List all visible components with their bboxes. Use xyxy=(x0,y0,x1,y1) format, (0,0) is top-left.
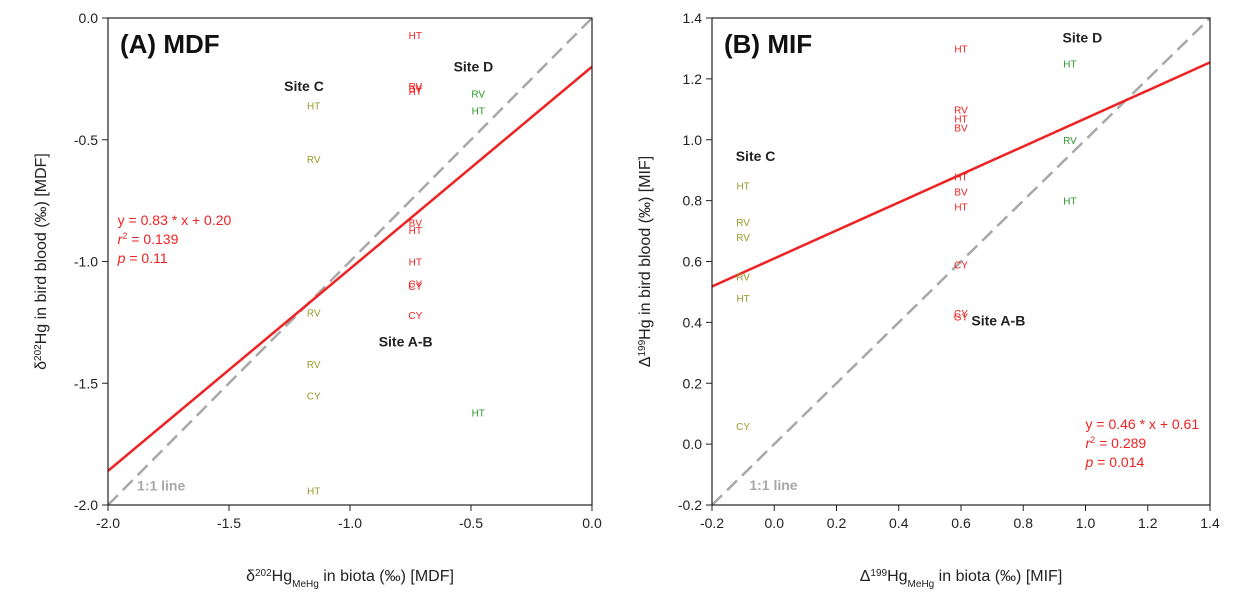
point-site-ab-8: CY xyxy=(954,309,968,320)
fit-equation: y = 0.83 * x + 0.20 xyxy=(118,212,232,228)
point-site-ab-2: HT xyxy=(954,114,967,125)
y-tick-label-8: 1.4 xyxy=(683,10,703,26)
regression-line xyxy=(108,65,592,472)
point-site-c-14: HT xyxy=(736,294,749,305)
point-site-d-18: HT xyxy=(1063,197,1076,208)
x-tick-label-2: -1.0 xyxy=(338,515,362,531)
point-site-d-17: HT xyxy=(472,107,485,118)
x-tick-label-1: 0.0 xyxy=(765,515,785,531)
site-label-0: Site C xyxy=(736,148,776,164)
x-tick-label-6: 1.0 xyxy=(1076,515,1096,531)
point-site-ab-6: HT xyxy=(954,203,967,214)
point-site-c-12: RV xyxy=(736,233,750,244)
point-site-c-13: RV xyxy=(736,273,750,284)
x-tick-label-8: 1.4 xyxy=(1200,515,1220,531)
one-to-one-label: 1:1 line xyxy=(749,477,797,493)
point-site-c-11: RV xyxy=(736,218,750,229)
point-site-ab-1: RV xyxy=(954,105,968,116)
panel-title: (B) MIF xyxy=(724,29,812,59)
y-tick-label-2: 0.2 xyxy=(683,375,703,391)
x-tick-label-1: -1.5 xyxy=(217,515,241,531)
one-to-one-label: 1:1 line xyxy=(137,477,185,493)
fit-equation: y = 0.46 * x + 0.61 xyxy=(1086,416,1200,432)
one-to-one-line xyxy=(108,18,592,505)
point-site-ab-8: CY xyxy=(408,282,422,293)
point-site-d-17: RV xyxy=(1063,136,1077,147)
point-site-ab-9: GY xyxy=(954,312,969,323)
point-site-c-10: HT xyxy=(307,102,320,113)
y-tick-label-1: 0.0 xyxy=(683,436,703,452)
y-tick-label-3: 0.4 xyxy=(683,314,703,330)
point-site-ab-3: BV xyxy=(954,124,968,135)
y-tick-label-0: -0.2 xyxy=(678,497,702,513)
point-site-ab-7: CY xyxy=(954,261,968,272)
fit-p-value: p = 0.11 xyxy=(117,250,168,266)
fit-p-value: p = 0.014 xyxy=(1085,454,1145,470)
x-tick-label-0: -2.0 xyxy=(96,515,120,531)
fit-r-squared: r2 = 0.289 xyxy=(1086,435,1147,451)
point-site-d-16: HT xyxy=(1063,60,1076,71)
y-tick-label-4: 0.0 xyxy=(79,10,99,26)
point-site-c-15: HT xyxy=(307,486,320,497)
point-site-ab-2: BV xyxy=(409,85,423,96)
point-site-ab-9: CY xyxy=(408,311,422,322)
y-tick-label-7: 1.2 xyxy=(683,71,703,87)
fit-r-squared: r2 = 0.139 xyxy=(118,231,179,247)
x-axis-label: Δ199HgMeHg in biota (‰) [MIF] xyxy=(860,568,1063,590)
point-site-ab-5: BV xyxy=(954,187,968,198)
y-tick-label-1: -1.5 xyxy=(74,375,98,391)
point-site-ab-0: HT xyxy=(954,44,967,55)
point-site-ab-7: CY xyxy=(408,279,422,290)
point-site-ab-3: HT xyxy=(409,87,422,98)
point-site-ab-4: HT xyxy=(954,172,967,183)
point-site-d-16: RV xyxy=(471,89,485,100)
point-site-c-10: HT xyxy=(736,181,749,192)
point-site-d-18: HT xyxy=(472,408,485,419)
x-tick-label-5: 0.8 xyxy=(1014,515,1034,531)
y-tick-label-3: -0.5 xyxy=(74,132,98,148)
chart-panel-a: HTRVBVHTBVHTHTCYCYCYHTRVRVRVCYHTRVHTHTSi… xyxy=(33,10,602,590)
y-axis-label: Δ199Hg in bird blood (‰) [MIF] xyxy=(637,156,655,367)
y-tick-label-2: -1.0 xyxy=(74,254,98,270)
site-label-0: Site C xyxy=(284,78,324,94)
point-site-c-14: CY xyxy=(307,391,321,402)
point-site-c-15: CY xyxy=(736,422,750,433)
site-label-2: Site A-B xyxy=(379,334,433,350)
site-label-1: Site D xyxy=(1063,29,1103,45)
x-tick-label-7: 1.2 xyxy=(1138,515,1158,531)
point-site-ab-6: HT xyxy=(409,258,422,269)
x-tick-label-2: 0.2 xyxy=(827,515,847,531)
x-tick-label-4: 0.6 xyxy=(951,515,971,531)
chart-panel-b: HTRVHTBVHTBVHTCYCYGYHTRVRVRVHTCYHTRVHTSi… xyxy=(637,10,1220,590)
y-tick-label-0: -2.0 xyxy=(74,497,98,513)
point-site-c-12: RV xyxy=(307,309,321,320)
x-axis-label: δ202HgMeHg in biota (‰) [MDF] xyxy=(246,568,454,590)
y-axis-label: δ202Hg in bird blood (‰) [MDF] xyxy=(33,153,51,370)
point-site-ab-1: RV xyxy=(408,82,422,93)
point-site-c-11: RV xyxy=(307,155,321,166)
site-label-1: Site D xyxy=(454,59,494,75)
y-tick-label-6: 1.0 xyxy=(683,132,703,148)
regression-line xyxy=(712,61,1210,288)
point-site-ab-5: HT xyxy=(409,226,422,237)
point-site-ab-4: BV xyxy=(409,219,423,230)
x-tick-label-3: -0.5 xyxy=(459,515,483,531)
x-tick-label-3: 0.4 xyxy=(889,515,909,531)
point-site-ab-0: HT xyxy=(409,31,422,42)
site-label-2: Site A-B xyxy=(971,312,1025,328)
y-tick-label-5: 0.8 xyxy=(683,193,703,209)
x-tick-label-4: 0.0 xyxy=(582,515,602,531)
point-site-c-13: RV xyxy=(307,360,321,371)
y-tick-label-4: 0.6 xyxy=(683,254,703,270)
x-tick-label-0: -0.2 xyxy=(700,515,724,531)
panel-title: (A) MDF xyxy=(120,29,220,59)
